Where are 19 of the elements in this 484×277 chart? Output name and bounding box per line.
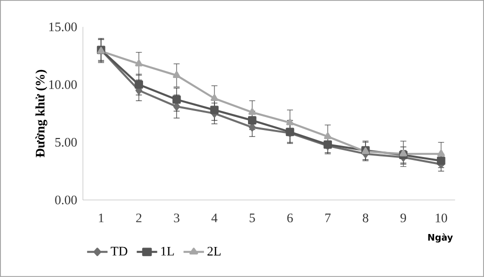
legend-label: 2L — [208, 246, 221, 256]
y-tick-label: 5.00 — [55, 138, 77, 147]
x-tick-label: 5 — [250, 214, 255, 222]
x-tick-label: 6 — [287, 214, 293, 222]
x-tick-label: 1 — [98, 214, 104, 222]
y-tick-label: 0.00 — [55, 196, 77, 204]
x-tick-label: 7 — [325, 214, 331, 222]
x-tick-label: 4 — [211, 214, 218, 222]
x-tick-label: 9 — [400, 214, 406, 222]
y-tick-label: 10.00 — [49, 80, 77, 90]
legend-label: 1L — [161, 246, 174, 256]
x-tick-label: 8 — [362, 214, 368, 222]
y-tick-label: 15.00 — [49, 22, 77, 32]
legend-label: TD — [110, 246, 128, 256]
x-axis-title: Ngày — [428, 233, 453, 243]
x-tick-label: 2 — [136, 214, 142, 222]
x-tick-label: 10 — [436, 214, 448, 222]
y-axis-title: Đường khử (%) — [35, 70, 48, 158]
x-tick-label: 3 — [174, 214, 180, 222]
